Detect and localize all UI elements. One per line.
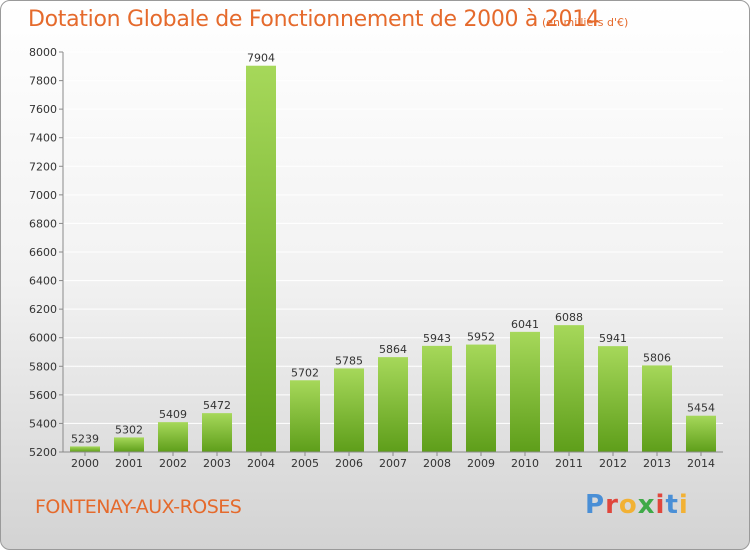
- bar-2009: [466, 344, 496, 452]
- x-tick-label: 2003: [203, 457, 231, 470]
- bar-2005: [290, 380, 320, 452]
- y-tick-label: 6200: [29, 303, 57, 316]
- y-tick-label: 6000: [29, 332, 57, 345]
- logo-letter: t: [665, 490, 679, 520]
- logo-letter: x: [637, 490, 656, 520]
- x-tick-label: 2008: [423, 457, 451, 470]
- value-label: 5952: [467, 331, 495, 344]
- x-tick-label: 2000: [71, 457, 99, 470]
- bar-2003: [202, 413, 232, 452]
- bar-2008: [422, 345, 452, 452]
- value-label: 7904: [247, 52, 275, 65]
- y-tick-label: 6400: [29, 275, 57, 288]
- axes: 5200 5400 5600 5800 6000 6200 6400 6600 6800 7000…: [29, 46, 723, 470]
- x-tick-label: 2011: [555, 457, 583, 470]
- bar-2010: [510, 331, 540, 452]
- value-label: 5941: [599, 332, 627, 345]
- logo-letter: i: [655, 490, 666, 520]
- value-label: 6088: [555, 311, 583, 324]
- y-tick-label: 7000: [29, 189, 57, 202]
- y-tick-label: 7200: [29, 160, 57, 173]
- bar-2006: [334, 368, 364, 452]
- x-tick-label: 2001: [115, 457, 143, 470]
- value-label: 5302: [115, 423, 143, 436]
- value-label: 5864: [379, 343, 407, 356]
- bar-2012: [598, 346, 628, 452]
- city-name: FONTENAY-AUX-ROSES: [35, 496, 242, 518]
- proxiti-logo: Proxiti: [585, 490, 689, 520]
- x-tick-label: 2013: [643, 457, 671, 470]
- value-label: 6041: [511, 318, 539, 331]
- y-tick-label: 8000: [29, 46, 57, 59]
- value-label: 5454: [687, 402, 715, 415]
- bar-2002: [158, 422, 188, 452]
- bar-2004: [246, 65, 276, 452]
- y-tick-label: 5600: [29, 389, 57, 402]
- x-tick-label: 2005: [291, 457, 319, 470]
- y-tick-label: 7800: [29, 75, 57, 88]
- value-label: 5472: [203, 399, 231, 412]
- logo-letter: P: [585, 490, 606, 520]
- chart-title: Dotation Globale de Fonctionnement de 20…: [28, 7, 600, 32]
- y-tick-label: 7400: [29, 132, 57, 145]
- value-label: 5785: [335, 354, 363, 367]
- logo-letter: o: [618, 490, 638, 520]
- value-label: 5409: [159, 408, 187, 421]
- bar-2000: [70, 446, 100, 452]
- value-label: 5239: [71, 432, 99, 445]
- x-tick-label: 2004: [247, 457, 275, 470]
- unit-label: (en milliers d'€): [542, 16, 629, 29]
- bars: 5239 5302 5409 5472 7904 5702 5785 5864 5943 5952…: [70, 52, 716, 452]
- bar-2011: [554, 325, 584, 452]
- x-tick-label: 2010: [511, 457, 539, 470]
- x-tick-label: 2012: [599, 457, 627, 470]
- bar-2013: [642, 365, 672, 452]
- y-tick-label: 7600: [29, 103, 57, 116]
- value-label: 5943: [423, 332, 451, 345]
- y-tick-label: 5800: [29, 360, 57, 373]
- bar-2001: [114, 437, 144, 452]
- value-label: 5806: [643, 351, 671, 364]
- y-tick-label: 5400: [29, 417, 57, 430]
- y-tick-label: 6600: [29, 246, 57, 259]
- x-tick-label: 2007: [379, 457, 407, 470]
- logo-letter: r: [605, 490, 619, 520]
- value-label: 5702: [291, 366, 319, 379]
- y-tick-label: 5200: [29, 446, 57, 459]
- x-tick-label: 2006: [335, 457, 363, 470]
- x-tick-label: 2009: [467, 457, 495, 470]
- bar-2007: [378, 357, 408, 452]
- x-tick-label: 2014: [687, 457, 715, 470]
- y-tick-label: 6800: [29, 217, 57, 230]
- logo-letter: i: [678, 490, 689, 520]
- bar-2014: [686, 415, 716, 452]
- x-tick-label: 2002: [159, 457, 187, 470]
